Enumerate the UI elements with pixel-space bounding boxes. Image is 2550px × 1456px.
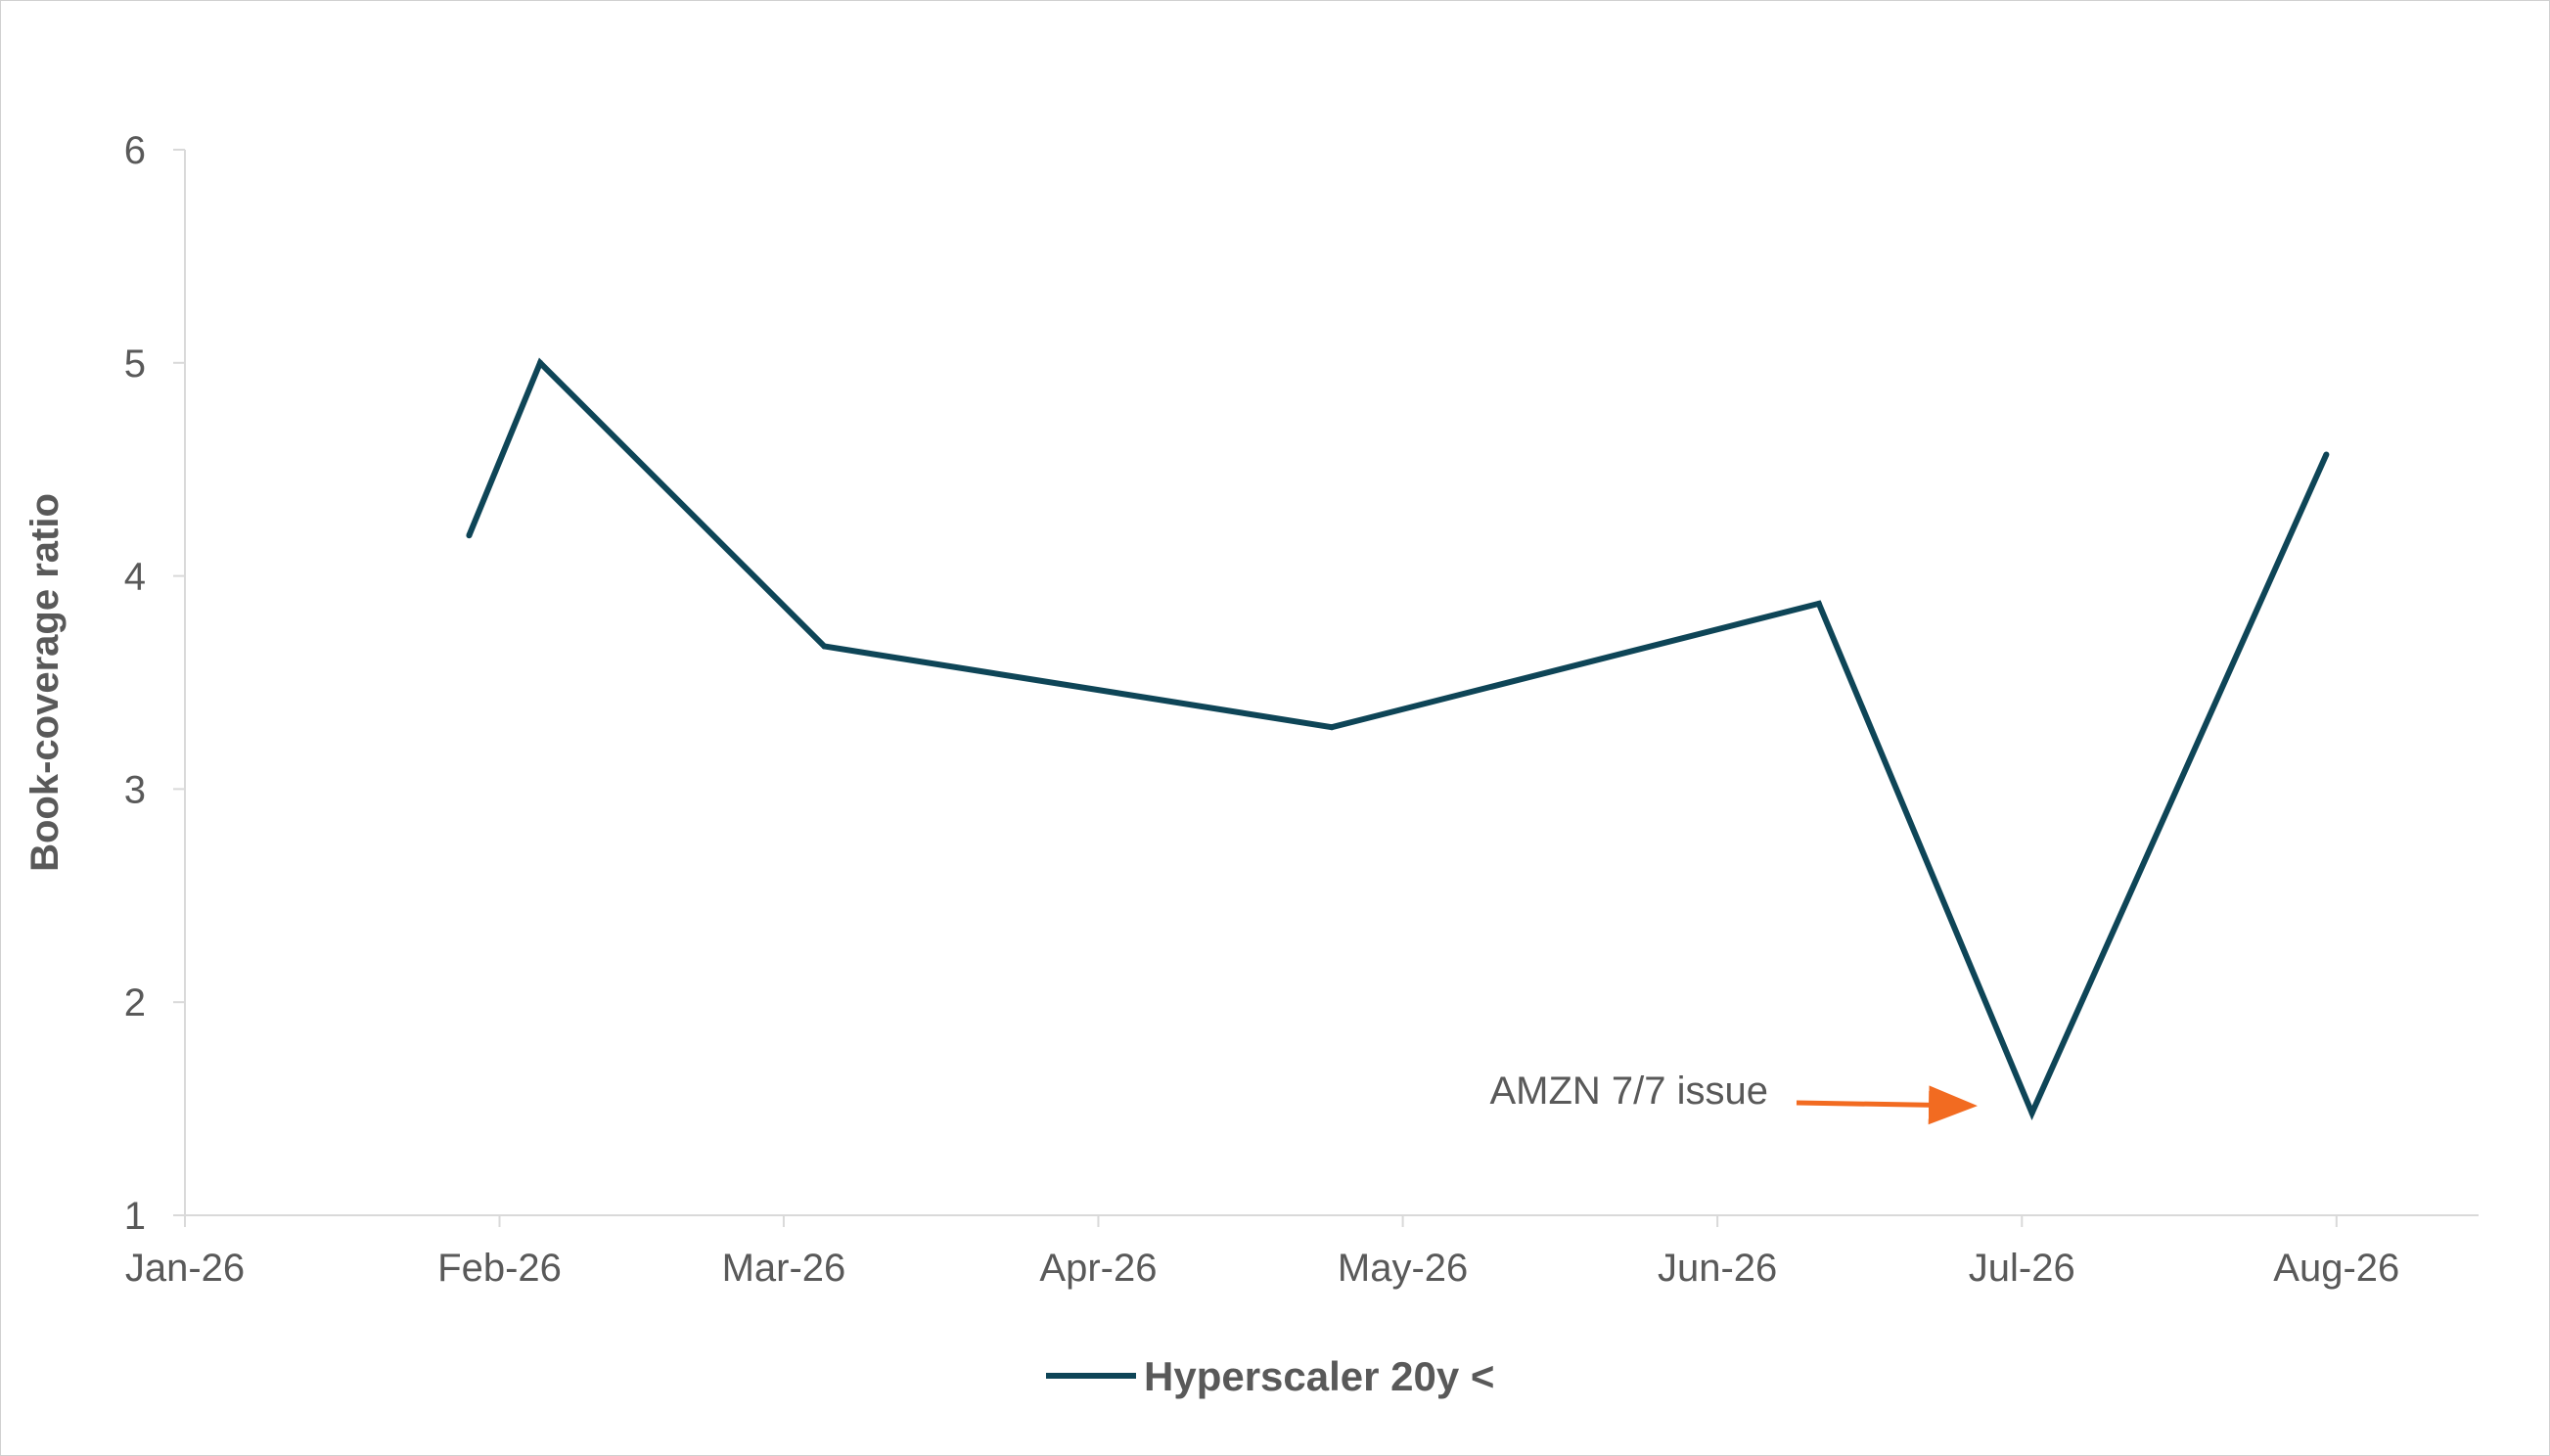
x-tick-label: Aug-26: [2273, 1247, 2399, 1290]
data-point: [2028, 1110, 2035, 1116]
y-tick-label: 6: [124, 129, 146, 172]
data-point: [466, 532, 473, 539]
data-point: [1815, 600, 1822, 607]
x-axis-ticks: Jan-26 Feb-26 Mar-26 Apr-26 May-26 Jun-26 Jul-…: [125, 1215, 2399, 1290]
y-tick-label: 1: [124, 1195, 146, 1238]
legend-label: Hyperscaler 20y <: [1144, 1353, 1494, 1399]
y-tick-label: 2: [124, 981, 146, 1024]
x-tick-label: Jul-26: [1969, 1247, 2075, 1290]
y-axis-ticks: 1 2 3 4 5 6: [124, 129, 185, 1238]
annotation: AMZN 7/7 issue: [1489, 1069, 1978, 1125]
series-group: [466, 357, 2330, 1121]
y-axis-title: Book-coverage ratio: [23, 493, 67, 872]
x-tick-label: May-26: [1338, 1247, 1468, 1290]
x-tick-label: Jun-26: [1658, 1247, 1777, 1290]
y-tick-label: 3: [124, 768, 146, 811]
x-tick-label: Jan-26: [125, 1247, 245, 1290]
series-line: [466, 357, 2330, 1121]
y-tick-label: 4: [124, 556, 146, 599]
data-point: [1329, 724, 1335, 731]
data-point: [821, 643, 828, 650]
x-tick-label: Feb-26: [437, 1247, 562, 1290]
annotation-label: AMZN 7/7 issue: [1489, 1069, 1768, 1113]
data-point: [2323, 451, 2330, 458]
y-tick-label: 5: [124, 342, 146, 386]
x-tick-label: Apr-26: [1039, 1247, 1157, 1290]
data-point: [537, 359, 544, 366]
annotation-arrow: [1796, 1085, 1978, 1125]
legend: Hyperscaler 20y <: [1046, 1353, 1494, 1399]
x-tick-label: Mar-26: [722, 1247, 846, 1290]
